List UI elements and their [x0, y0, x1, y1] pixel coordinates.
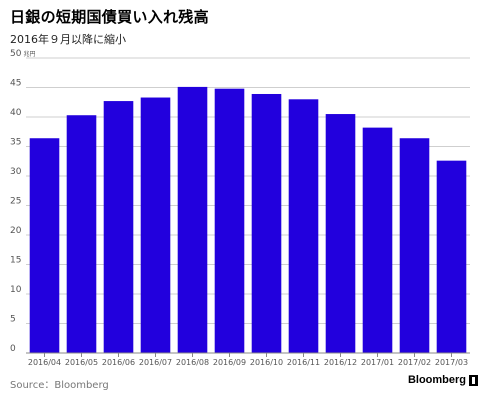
source-note: Source：Bloomberg: [10, 380, 109, 391]
bar: [251, 93, 282, 354]
bar: [325, 114, 356, 353]
bar: [288, 99, 319, 353]
y-tick-label: 10: [10, 285, 22, 295]
bloomberg-wordmark: Bloomberg: [407, 374, 466, 386]
y-tick-label: 45: [10, 79, 21, 89]
bar: [103, 101, 134, 353]
bloomberg-mark-icon: [469, 374, 478, 386]
y-unit-label: 兆円: [23, 50, 35, 58]
bar: [177, 86, 208, 353]
y-tick-label: 20: [10, 226, 22, 236]
bloomberg-logo: Bloomberg: [408, 374, 478, 386]
bar: [214, 88, 245, 354]
y-tick-label: 35: [10, 138, 21, 148]
x-tick-label: 2017/01: [361, 358, 394, 367]
bar: [140, 97, 171, 353]
bar: [436, 160, 467, 353]
x-tick-label: 2016/06: [102, 358, 135, 367]
bar: [362, 127, 393, 354]
y-tick-label: 50 兆円: [10, 49, 35, 59]
y-tick-label: 30: [10, 167, 22, 177]
x-tick-label: 2017/02: [398, 358, 431, 367]
x-tick-label: 2016/05: [65, 358, 98, 367]
x-tick-label: 2016/12: [324, 358, 357, 367]
x-tick-label: 2016/09: [213, 358, 246, 367]
x-tick-label: 2016/10: [250, 358, 283, 367]
bar: [29, 138, 60, 353]
y-tick-label: 25: [10, 197, 21, 207]
x-tick-label: 2016/11: [287, 358, 320, 367]
y-tick-label: 40: [10, 108, 22, 118]
x-tick-label: 2016/04: [28, 358, 61, 367]
chart-subtitle: 2016年９月以降に縮小: [10, 33, 126, 46]
x-tick-label: 2016/08: [176, 358, 209, 367]
y-tick-label: 5: [10, 315, 16, 325]
bar: [399, 138, 430, 353]
chart-title: 日銀の短期国債買い入れ残高: [10, 8, 209, 26]
bar: [66, 115, 97, 353]
y-tick-label: 0: [10, 344, 16, 354]
y-tick-label: 15: [10, 256, 21, 266]
x-tick-label: 2017/03: [435, 358, 468, 367]
x-tick-label: 2016/07: [139, 358, 172, 367]
